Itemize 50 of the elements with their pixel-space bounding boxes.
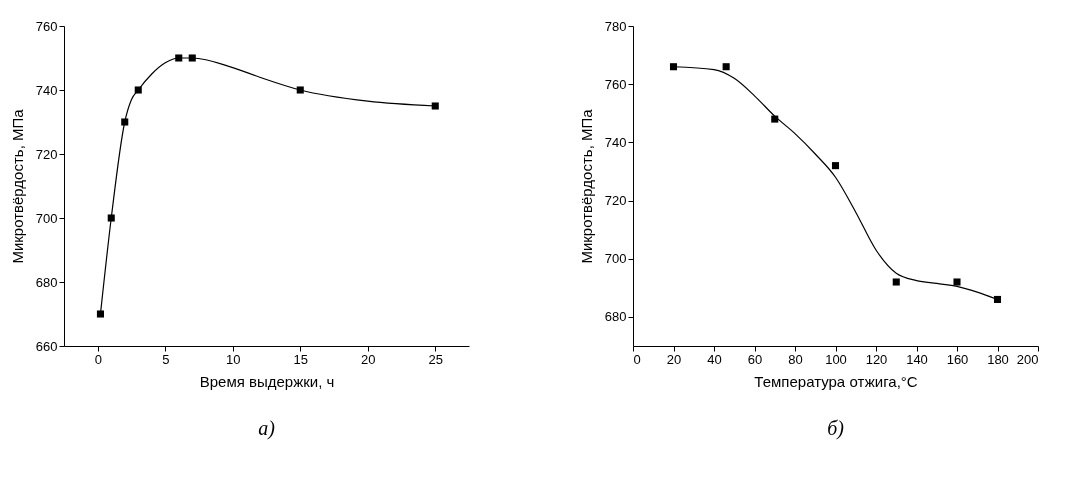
y-tick-label: 740: [604, 134, 627, 150]
x-tick-label: 20: [361, 351, 376, 367]
y-tick-label: 760: [35, 18, 58, 34]
x-tick-label: 80: [788, 351, 803, 367]
x-tick-label: 140: [906, 351, 928, 367]
point: [953, 278, 961, 286]
x-tick-label: 10: [226, 351, 241, 367]
point: [107, 214, 115, 222]
x-axis-title: Температура отжига,°C: [754, 372, 918, 390]
y-tick-label: 700: [35, 210, 58, 226]
point: [188, 54, 196, 62]
point: [134, 86, 142, 94]
point: [831, 162, 840, 170]
x-tick-label: 20: [666, 351, 682, 367]
x-tick-label: 0: [94, 351, 102, 367]
x-tick-label: 40: [707, 351, 722, 367]
y-tick-label: 700: [604, 251, 627, 267]
x-tick-label: 60: [747, 351, 763, 367]
text: б): [827, 417, 845, 440]
x-tick-label: 200: [1016, 351, 1039, 367]
y-tick-label: 720: [35, 146, 58, 162]
text: а): [258, 417, 276, 440]
x-tick-label: 5: [162, 351, 170, 367]
point: [669, 63, 678, 71]
x-tick-label: 15: [293, 351, 308, 367]
x-tick-label: 180: [987, 351, 1009, 367]
point: [296, 86, 304, 94]
point: [722, 63, 730, 71]
y-tick-label: 680: [604, 309, 627, 325]
y-axis-title: Микротвёрдость, МПа: [577, 108, 595, 264]
x-axis-title: Время выдержки, ч: [199, 372, 335, 390]
x-tick-label: 120: [865, 351, 888, 367]
point: [96, 310, 104, 318]
x-tick-label: 100: [825, 351, 847, 367]
y-tick-label: 740: [35, 82, 58, 98]
point: [771, 115, 779, 123]
x-tick-label: 0: [633, 351, 641, 367]
point: [121, 118, 129, 126]
x-tick-label: 160: [946, 351, 969, 367]
point: [175, 54, 183, 62]
y-tick-label: 680: [35, 274, 58, 290]
y-tick-label: 660: [35, 338, 58, 354]
point: [892, 278, 900, 286]
y-axis-title: Микротвёрдость, МПа: [8, 108, 26, 264]
point: [431, 102, 439, 110]
x-tick-label: 25: [428, 351, 443, 367]
y-tick-label: 720: [604, 193, 627, 209]
y-tick-label: 780: [604, 18, 627, 34]
y-tick-label: 760: [604, 76, 627, 92]
point: [993, 295, 1002, 303]
